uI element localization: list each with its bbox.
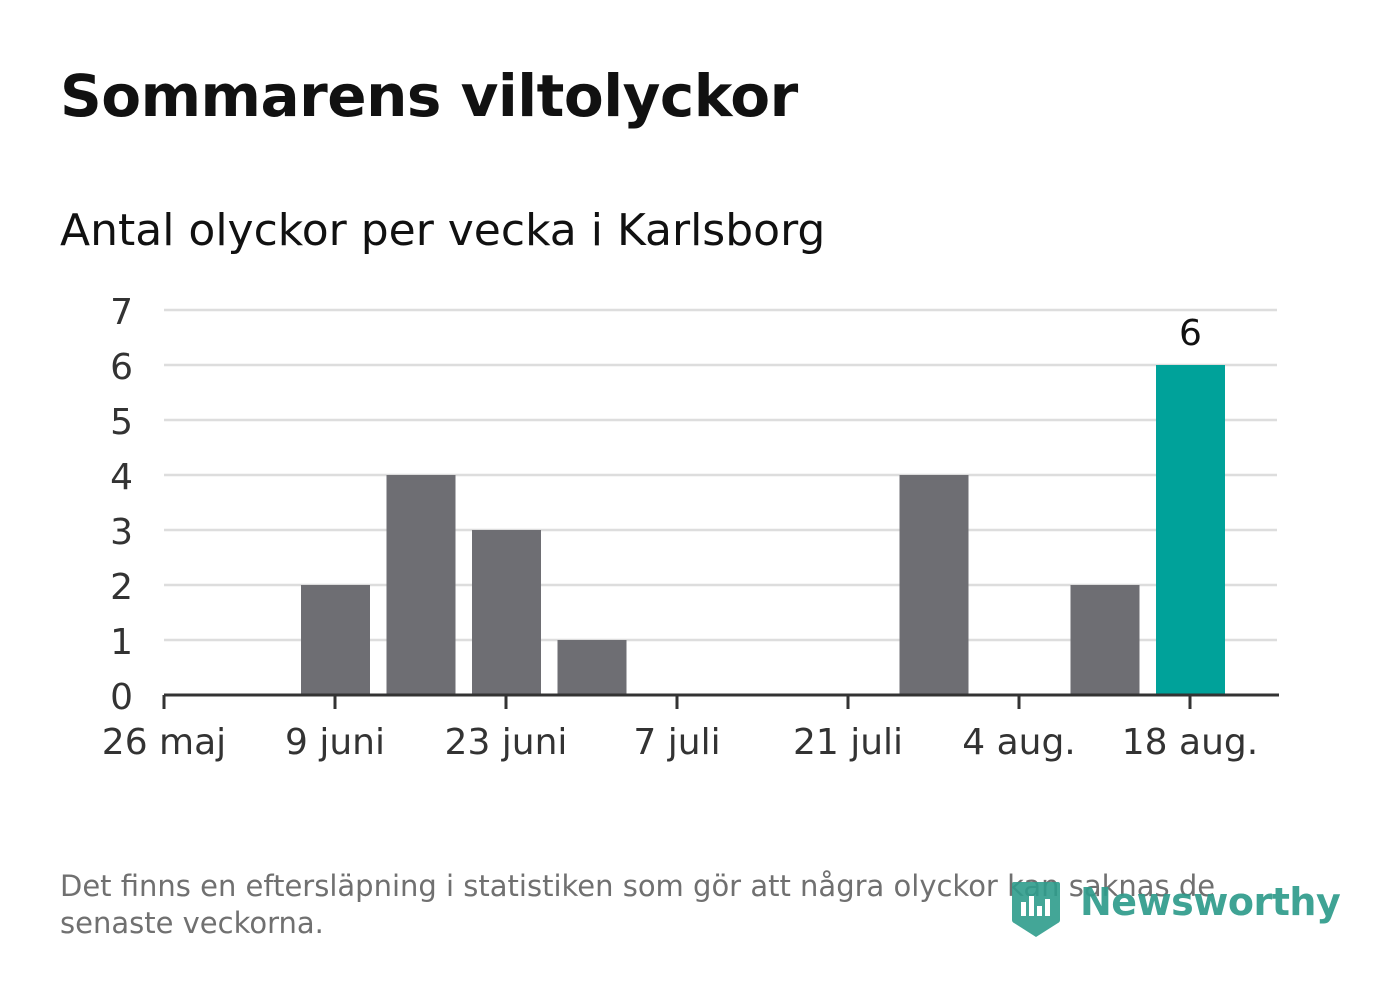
brand-logo: Newsworthy (1010, 872, 1341, 940)
y-tick-label: 0 (110, 677, 133, 718)
y-tick-label: 2 (110, 567, 133, 608)
x-tick-label: 23 juni (445, 722, 568, 763)
y-tick-label: 1 (110, 622, 133, 663)
bar (1070, 585, 1140, 695)
bar (472, 530, 541, 695)
bar (557, 640, 627, 695)
data-label: 6 (1179, 313, 1202, 354)
y-tick-label: 4 (110, 457, 133, 498)
newsworthy-logo-icon (1012, 882, 1060, 937)
y-tick-label: 3 (110, 512, 133, 553)
x-tick-label: 26 maj (102, 722, 226, 763)
bar (899, 475, 969, 695)
y-tick-label: 5 (110, 402, 133, 443)
brand-name: Newsworthy (1080, 880, 1341, 924)
y-tick-label: 6 (110, 347, 133, 388)
chart-title: Sommarens viltolyckor (60, 62, 798, 130)
bar (301, 585, 370, 695)
x-tick-label: 7 juli (633, 722, 720, 763)
bar (1156, 365, 1225, 695)
x-tick-label: 4 aug. (962, 722, 1076, 763)
x-tick-label: 9 juni (285, 722, 385, 763)
x-tick-label: 18 aug. (1122, 722, 1258, 763)
x-tick-label: 21 juli (793, 722, 903, 763)
y-tick-label: 7 (110, 292, 133, 333)
bar (386, 475, 456, 695)
chart-subtitle: Antal olyckor per vecka i Karlsborg (60, 205, 826, 256)
